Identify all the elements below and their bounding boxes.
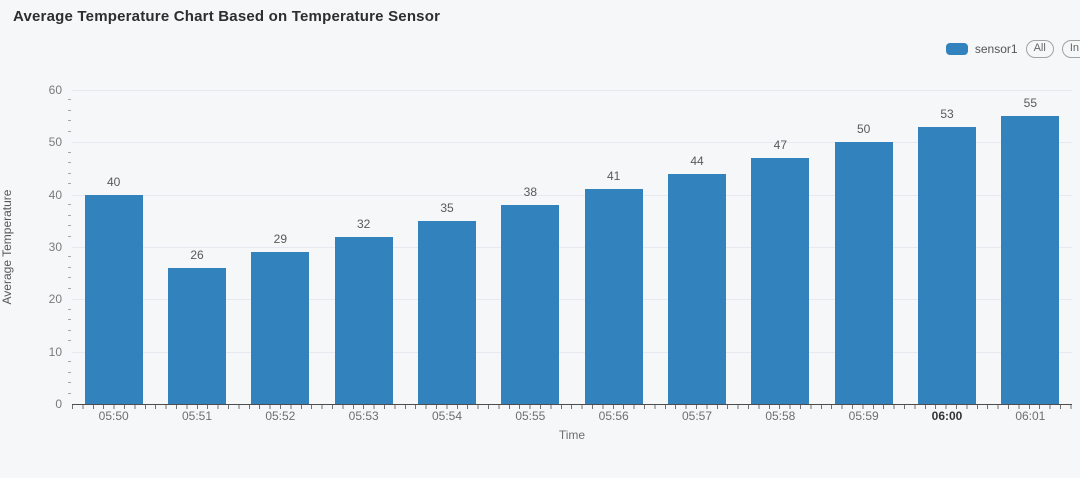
x-tick-label-06:01: 06:01	[1015, 409, 1046, 423]
x-tick-label-06:00: 06:00	[931, 409, 963, 423]
y-minor-tick	[68, 214, 71, 216]
y-tick-label: 60	[48, 83, 62, 97]
legend-swatch-sensor1[interactable]	[945, 43, 968, 55]
gridline-y-40	[72, 194, 1072, 196]
y-minor-tick	[68, 371, 71, 373]
y-tick-label: 50	[48, 135, 62, 150]
bar-value-label: 38	[523, 185, 537, 200]
x-tick-label-05:56: 05:56	[598, 409, 629, 423]
bar-value-label: 26	[190, 247, 204, 262]
bar-value-label: 47	[773, 138, 787, 153]
bar-05:55[interactable]	[501, 205, 560, 404]
x-tick-label-05:51: 05:51	[181, 409, 213, 423]
y-minor-tick	[68, 130, 71, 132]
bar-value-label: 50	[856, 122, 871, 137]
gridline-y-50	[72, 142, 1072, 144]
y-minor-tick	[68, 204, 71, 206]
bar-05:56[interactable]	[584, 189, 643, 404]
y-axis-title: Average Temperature	[0, 189, 14, 305]
legend-series-label[interactable]: sensor1	[974, 42, 1018, 56]
legend-inv-button[interactable]: In	[1061, 40, 1080, 58]
y-minor-tick	[68, 256, 71, 258]
x-axis-title: Time	[558, 428, 586, 442]
x-tick-label-05:50: 05:50	[98, 409, 129, 423]
y-minor-tick	[68, 361, 71, 363]
bar-value-label: 35	[440, 200, 454, 215]
y-minor-tick	[68, 277, 71, 279]
chart-title: Average Temperature Chart Based on Tempe…	[13, 8, 441, 25]
x-tick-label-05:57: 05:57	[681, 409, 713, 423]
bar-value-label: 53	[940, 106, 954, 121]
legend-all-button[interactable]: All	[1025, 40, 1054, 58]
bar-05:59[interactable]	[834, 142, 893, 404]
y-minor-tick	[68, 287, 71, 289]
y-minor-tick	[68, 266, 71, 268]
y-minor-tick	[68, 392, 71, 394]
y-minor-tick	[68, 120, 71, 122]
gridline-y-20	[72, 299, 1072, 301]
bar-05:53[interactable]	[334, 236, 393, 404]
y-tick-label: 40	[48, 187, 62, 202]
y-minor-tick	[68, 319, 71, 321]
y-tick-label: 20	[48, 292, 62, 307]
bar-05:54[interactable]	[418, 220, 476, 404]
bar-value-label: 41	[606, 169, 621, 184]
bar-value-label: 55	[1023, 96, 1037, 111]
bar-05:52[interactable]	[251, 252, 310, 404]
x-tick-label-05:53: 05:53	[348, 409, 379, 423]
y-minor-tick	[68, 162, 71, 164]
x-tick-label-05:54: 05:54	[431, 409, 463, 423]
bar-06:00[interactable]	[918, 126, 976, 404]
x-tick-label-05:58: 05:58	[765, 409, 796, 423]
bar-value-label: 32	[356, 216, 371, 231]
y-minor-tick	[68, 109, 71, 111]
bar-05:50[interactable]	[84, 194, 143, 404]
bar-05:58[interactable]	[751, 158, 810, 404]
y-minor-tick	[68, 235, 71, 237]
y-minor-tick	[68, 225, 71, 227]
y-minor-tick	[68, 382, 71, 384]
x-tick-label-05:59: 05:59	[848, 409, 879, 423]
y-tick-label: 0	[55, 397, 62, 411]
x-tick-label-05:55: 05:55	[515, 409, 546, 423]
legend: sensor1 All In	[945, 40, 1080, 58]
bar-06:01[interactable]	[1001, 116, 1060, 404]
gridline-y-10	[72, 351, 1072, 353]
bar-value-label: 44	[690, 153, 704, 168]
bar-value-label: 40	[106, 174, 121, 189]
y-tick-label: 10	[48, 344, 62, 359]
bar-05:57[interactable]	[668, 173, 726, 404]
y-tick-label: 30	[48, 240, 62, 254]
gridline-y-60	[72, 90, 1072, 91]
bar-value-label: 29	[273, 232, 287, 247]
x-axis-minor-ticks	[72, 405, 1072, 409]
plot-area: 0 10 20 30 40 50 60 40 26 29 32 35 38 41 44 47 50 53 55	[49, 83, 1072, 411]
gridline-y-30	[72, 247, 1072, 248]
bar-05:51[interactable]	[168, 267, 226, 404]
y-minor-tick	[68, 172, 71, 174]
y-minor-tick	[68, 308, 71, 310]
y-minor-tick	[68, 340, 71, 342]
y-minor-tick	[68, 151, 71, 153]
x-tick-label-05:52: 05:52	[265, 409, 296, 423]
y-minor-tick	[68, 183, 71, 185]
y-minor-tick	[68, 99, 71, 101]
y-minor-tick	[68, 329, 71, 331]
